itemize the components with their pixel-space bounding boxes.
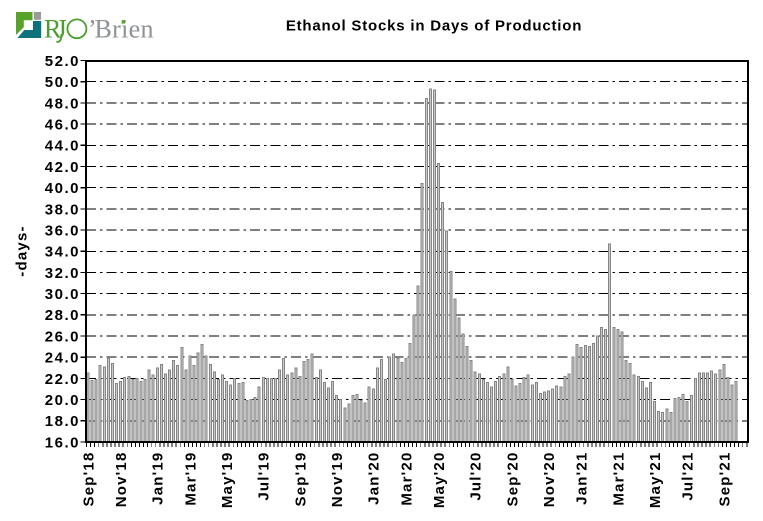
svg-text:Sep'21: Sep'21	[716, 452, 733, 507]
svg-text:30.0: 30.0	[45, 286, 80, 303]
svg-text:May'20: May'20	[431, 452, 448, 509]
svg-text:38.0: 38.0	[45, 201, 80, 218]
svg-text:20.0: 20.0	[45, 392, 80, 409]
svg-text:40.0: 40.0	[45, 180, 80, 197]
svg-text:42.0: 42.0	[45, 159, 80, 176]
svg-text:May'21: May'21	[647, 452, 664, 509]
svg-text:Jul'21: Jul'21	[680, 452, 697, 501]
svg-text:Sep'18: Sep'18	[80, 452, 97, 507]
svg-text:Nov'20: Nov'20	[541, 452, 558, 508]
svg-text:26.0: 26.0	[45, 328, 80, 345]
svg-text:Sep'19: Sep'19	[292, 452, 309, 507]
svg-text:52.0: 52.0	[45, 53, 80, 70]
svg-text:Jan'20: Jan'20	[366, 452, 383, 505]
svg-text:28.0: 28.0	[45, 307, 80, 324]
svg-text:Jan'19: Jan'19	[150, 452, 167, 505]
svg-text:Jan'21: Jan'21	[574, 452, 591, 505]
svg-text:Ethanol Stocks in Days of Prod: Ethanol Stocks in Days of Production	[286, 17, 582, 34]
svg-text:Nov'18: Nov'18	[113, 452, 130, 508]
svg-text:Sep'20: Sep'20	[504, 452, 521, 507]
svg-text:Mar'19: Mar'19	[182, 452, 199, 506]
svg-text:Mar'21: Mar'21	[610, 452, 627, 506]
svg-text:May'19: May'19	[219, 452, 236, 509]
svg-text:Mar'20: Mar'20	[398, 452, 415, 506]
svg-text:16.0: 16.0	[45, 434, 80, 451]
svg-text:Nov'19: Nov'19	[329, 452, 346, 508]
svg-text:-days-: -days-	[14, 225, 31, 276]
svg-text:J: J	[57, 15, 67, 44]
svg-text:R: R	[44, 15, 62, 44]
svg-text:46.0: 46.0	[45, 116, 80, 133]
svg-text:48.0: 48.0	[45, 95, 80, 112]
svg-text:44.0: 44.0	[45, 138, 80, 155]
svg-text:Brien: Brien	[95, 15, 154, 44]
svg-text:32.0: 32.0	[45, 265, 80, 282]
svg-text:18.0: 18.0	[45, 413, 80, 430]
svg-text:50.0: 50.0	[45, 74, 80, 91]
svg-text:’: ’	[88, 15, 97, 44]
svg-text:Jul'20: Jul'20	[468, 451, 485, 500]
svg-text:34.0: 34.0	[45, 244, 80, 261]
svg-text:22.0: 22.0	[45, 371, 80, 388]
svg-text:24.0: 24.0	[45, 350, 80, 367]
svg-text:36.0: 36.0	[45, 222, 80, 239]
svg-text:Jul'19: Jul'19	[256, 452, 273, 501]
